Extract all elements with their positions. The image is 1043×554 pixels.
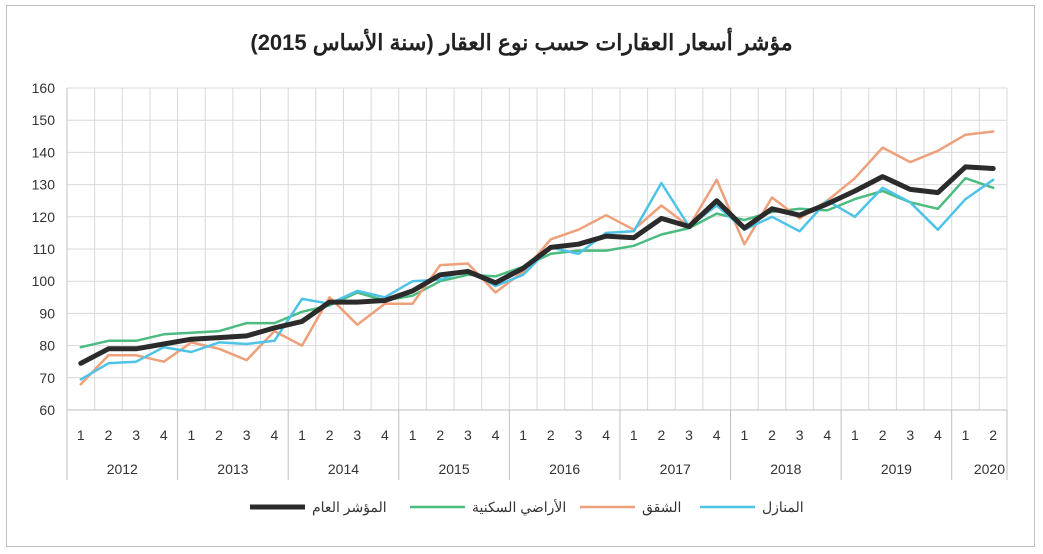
x-tick-label: 2 [105,427,113,443]
legend-label-3: الشقق [642,499,681,516]
x-tick-label: 4 [934,427,942,443]
x-year-label: 2019 [881,461,912,477]
series-line-4 [79,178,995,381]
x-tick-label: 1 [519,427,527,443]
y-tick-label: 100 [32,273,56,289]
x-tick-label: 1 [188,427,196,443]
x-tick-label: 4 [823,427,831,443]
axes: 60 70 80 90 100 110 120 130 140 150 160 1 2 3 4 1 2 3 4 1 2 3… [32,80,1008,480]
x-tick-label: 1 [409,427,417,443]
x-tick-label: 2 [879,427,887,443]
x-year-label: 2014 [328,461,359,477]
x-tick-label: 1 [851,427,859,443]
x-tick-label: 3 [353,427,361,443]
series-line-1 [78,164,996,366]
x-year-label: 2020 [974,461,1005,477]
x-tick-label: 4 [160,427,168,443]
y-tick-label: 140 [32,144,56,160]
x-tick-label: 4 [602,427,610,443]
y-tick-label: 110 [33,241,56,257]
x-tick-label: 1 [962,427,970,443]
x-tick-label: 3 [685,427,693,443]
x-tick-label: 3 [132,427,140,443]
x-tick-label: 4 [270,427,278,443]
x-tick-label: 1 [298,427,306,443]
x-year-label: 2015 [438,461,469,477]
x-tick-label: 2 [989,427,997,443]
x-tick-label: 4 [381,427,389,443]
x-tick-label: 2 [547,427,555,443]
x-year-label: 2017 [660,461,691,477]
y-tick-label: 90 [39,305,55,321]
x-tick-label: 4 [713,427,721,443]
x-tick-label: 2 [768,427,776,443]
y-tick-label: 130 [32,177,56,193]
x-tick-label: 4 [492,427,500,443]
y-tick-label: 80 [39,338,55,354]
x-year-label: 2012 [107,461,138,477]
x-tick-label: 3 [906,427,914,443]
gridlines [66,87,1008,411]
x-year-label: 2013 [217,461,248,477]
x-tick-label: 2 [436,427,444,443]
x-tick-label: 2 [215,427,223,443]
legend-label-4: المنازل [762,499,804,516]
x-tick-label: 1 [77,427,85,443]
legend-label-1: المؤشر العام [312,499,387,516]
x-year-label: 2016 [549,461,580,477]
x-year-label: 2018 [770,461,801,477]
legend-label-2: الأراضي السكنية [472,498,566,516]
y-tick-label: 120 [32,209,56,225]
chart-title: مؤشر أسعار العقارات حسب نوع العقار (سنة … [250,30,793,55]
x-tick-label: 1 [740,427,748,443]
y-tick-label: 150 [32,112,56,128]
x-tick-label: 3 [464,427,472,443]
x-tick-label: 2 [326,427,334,443]
x-tick-label: 3 [796,427,804,443]
legend: المؤشر العام الأراضي السكنية الشقق المنازل [250,498,804,516]
x-tick-label: 2 [658,427,666,443]
y-tick-label: 60 [39,402,55,418]
x-tick-label: 1 [630,427,638,443]
y-tick-label: 70 [39,370,55,386]
x-tick-label: 3 [243,427,251,443]
series-lines [78,130,996,386]
x-tick-label: 3 [575,427,583,443]
y-tick-label: 160 [32,80,56,96]
